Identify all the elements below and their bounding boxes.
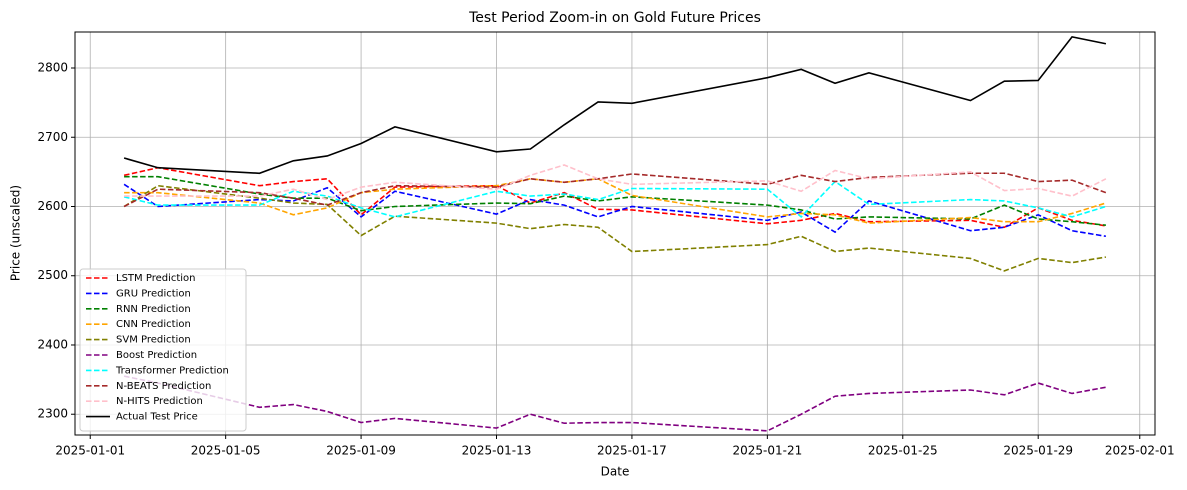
x-tick-label: 2025-01-29 [1003,444,1073,458]
y-tick-label: 2700 [37,130,68,144]
legend-label: Transformer Prediction [115,365,229,376]
x-tick-label: 2025-01-09 [326,444,396,458]
y-tick-label: 2300 [37,407,68,421]
y-tick-label: 2400 [37,337,68,351]
series-line [123,183,1107,238]
plot-frame [74,31,1156,436]
x-axis-label: Date [601,465,630,479]
series-line [124,164,1107,201]
x-tick-label: 2025-01-17 [597,444,667,458]
y-tick-label: 2500 [37,268,68,282]
legend-label: Actual Test Price [116,412,198,423]
series-line [123,184,1107,272]
series-line [123,35,1107,175]
x-tick-label: 2025-01-13 [462,444,532,458]
legend-label: GRU Prediction [116,288,191,299]
y-tick-label: 2800 [37,61,68,75]
legend-box [79,268,247,432]
legend-label: SVM Prediction [116,335,191,346]
legend-label: N-HITS Prediction [116,396,203,407]
x-tick-label: 2025-01-25 [868,444,938,458]
series-line [123,172,1107,208]
legend: LSTM Prediction GRU Prediction RNN Predict… [79,268,247,432]
x-tick-label: 2025-01-05 [191,444,261,458]
y-axis-label: Price (unscaled) [9,185,23,281]
legend-label: RNN Prediction [116,304,191,315]
series-line [123,180,1107,218]
x-tick-label: 2025-01-21 [732,444,802,458]
legend-label: LSTM Prediction [116,273,196,284]
y-tick-label: 2600 [37,199,68,213]
legend-label: N-BEATS Prediction [116,381,211,392]
series-line [123,375,1107,432]
x-tick-label: 2025-01-01 [55,444,125,458]
legend-label: Boost Prediction [116,350,197,361]
x-tick-label: 2025-02-01 [1105,444,1175,458]
chart-title: Test Period Zoom-in on Gold Future Price… [468,10,761,26]
legend-label: CNN Prediction [116,319,191,330]
